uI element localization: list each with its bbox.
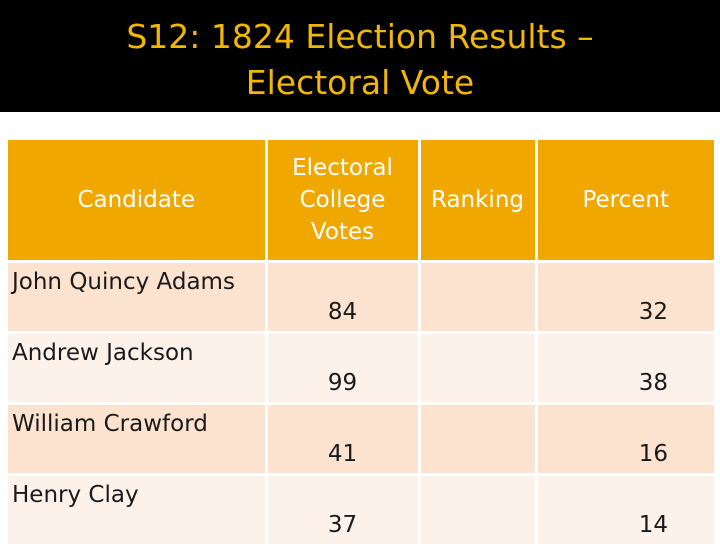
cell-ranking	[419, 404, 536, 475]
header-percent: Percent	[536, 140, 714, 262]
cell-candidate: Henry Clay	[8, 475, 266, 544]
cell-ranking	[419, 333, 536, 404]
cell-candidate: John Quincy Adams	[8, 262, 266, 333]
cell-votes: 99	[266, 333, 419, 404]
header-candidate: Candidate	[8, 140, 266, 262]
title-line-1: S12: 1824 Election Results –	[0, 14, 720, 60]
cell-percent: 14	[536, 475, 714, 544]
header-row: Candidate Electoral College Votes Rankin…	[8, 140, 714, 262]
results-table-container: Candidate Electoral College Votes Rankin…	[8, 140, 714, 544]
slide-title: S12: 1824 Election Results – Electoral V…	[0, 14, 720, 106]
cell-votes: 37	[266, 475, 419, 544]
header-votes-line-1: Electoral	[268, 152, 418, 184]
cell-percent: 32	[536, 262, 714, 333]
cell-votes: 41	[266, 404, 419, 475]
results-table: Candidate Electoral College Votes Rankin…	[8, 140, 714, 544]
header-votes: Electoral College Votes	[266, 140, 419, 262]
title-line-2: Electoral Vote	[0, 60, 720, 106]
cell-percent: 38	[536, 333, 714, 404]
table-row: William Crawford 41 16	[8, 404, 714, 475]
table-row: Henry Clay 37 14	[8, 475, 714, 544]
cell-votes: 84	[266, 262, 419, 333]
header-votes-line-3: Votes	[268, 216, 418, 248]
cell-ranking	[419, 475, 536, 544]
table-row: Andrew Jackson 99 38	[8, 333, 714, 404]
cell-candidate: Andrew Jackson	[8, 333, 266, 404]
table-row: John Quincy Adams 84 32	[8, 262, 714, 333]
cell-ranking	[419, 262, 536, 333]
cell-candidate: William Crawford	[8, 404, 266, 475]
cell-percent: 16	[536, 404, 714, 475]
header-ranking: Ranking	[419, 140, 536, 262]
header-votes-line-2: College	[268, 184, 418, 216]
